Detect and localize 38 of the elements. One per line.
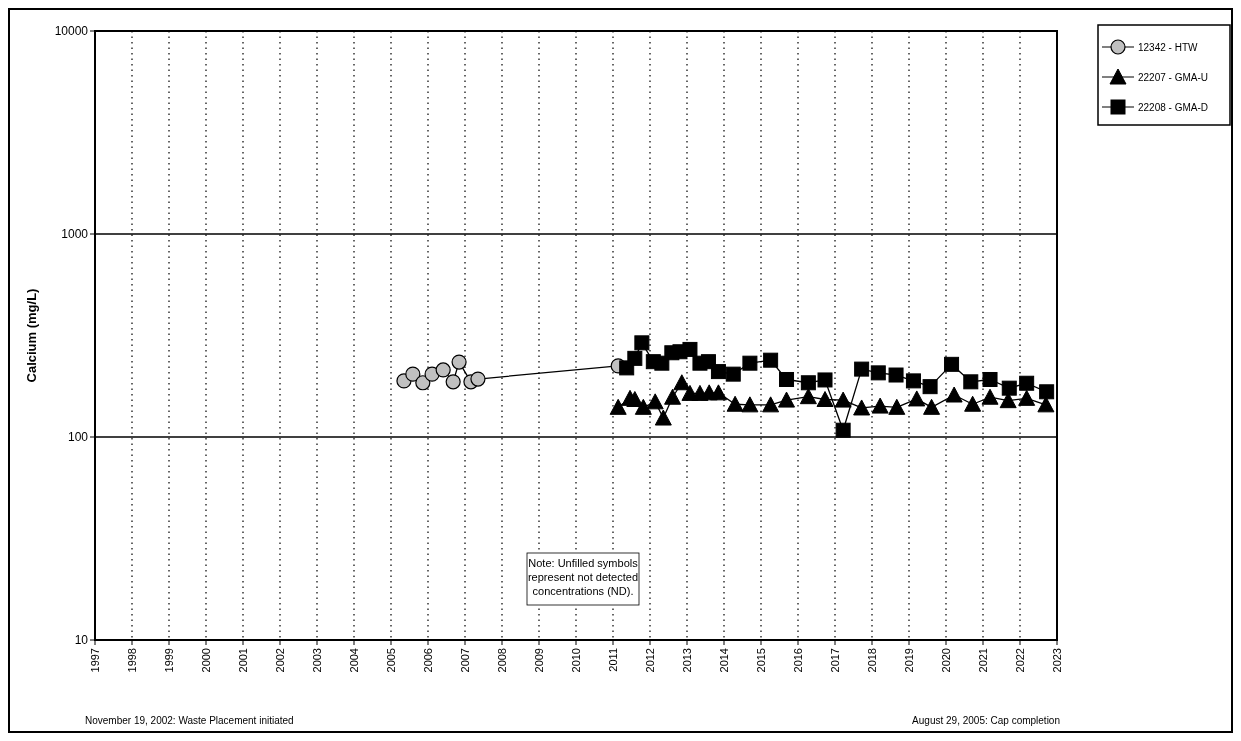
x-tick-label: 2021 bbox=[977, 648, 989, 673]
legend-label: 22207 - GMA-U bbox=[1138, 71, 1209, 83]
x-tick-label: 2015 bbox=[755, 648, 767, 673]
x-tick-label: 2012 bbox=[644, 648, 656, 673]
x-tick-label: 2011 bbox=[607, 648, 619, 672]
text: November 19, 2002: Waste Placement initiated bbox=[85, 715, 294, 726]
y-tick-label: 10 bbox=[74, 633, 89, 647]
x-tick-label: 1999 bbox=[163, 648, 175, 673]
y-tick-label: 100 bbox=[67, 430, 89, 444]
y-tick-label: 1000 bbox=[61, 227, 89, 241]
x-tick-label: 2018 bbox=[866, 648, 878, 673]
x-tick-label: 2008 bbox=[496, 648, 508, 673]
x-tick-label: 2003 bbox=[311, 648, 323, 673]
x-tick-label: 2000 bbox=[200, 648, 212, 673]
x-tick-label: 2007 bbox=[459, 648, 471, 673]
x-tick-label: 2023 bbox=[1051, 648, 1063, 673]
y-tick-label: 10000 bbox=[54, 24, 89, 38]
x-tick-label: 2006 bbox=[422, 648, 434, 673]
x-tick-label: 2001 bbox=[237, 648, 249, 673]
x-tick-label: 2013 bbox=[681, 648, 693, 673]
x-tick-label: 2002 bbox=[274, 648, 286, 673]
x-tick-label: 2016 bbox=[792, 648, 804, 673]
text: August 29, 2005: Cap completion bbox=[912, 715, 1060, 726]
x-tick-label: 2017 bbox=[829, 648, 841, 673]
x-tick-label: 2009 bbox=[533, 648, 545, 673]
x-tick-label: 2004 bbox=[348, 648, 360, 673]
x-tick-label: 2010 bbox=[570, 648, 582, 673]
x-tick-label: 2020 bbox=[940, 648, 952, 673]
legend-label: 12342 - HTW bbox=[1138, 41, 1199, 53]
x-tick-label: 2019 bbox=[903, 648, 915, 673]
x-tick-label: 2022 bbox=[1014, 648, 1026, 673]
x-tick-label: 2014 bbox=[718, 648, 730, 673]
annotation: Note: Unfilled symbols represent not detected concentrations (ND). bbox=[527, 557, 639, 597]
legend-label: 22208 - GMA-D bbox=[1138, 101, 1209, 113]
x-tick-label: 2005 bbox=[385, 648, 397, 673]
x-tick-label: 1998 bbox=[126, 648, 138, 673]
y-axis-title: Calcium (mg/L) bbox=[24, 288, 39, 383]
x-tick-label: 1997 bbox=[89, 648, 101, 673]
